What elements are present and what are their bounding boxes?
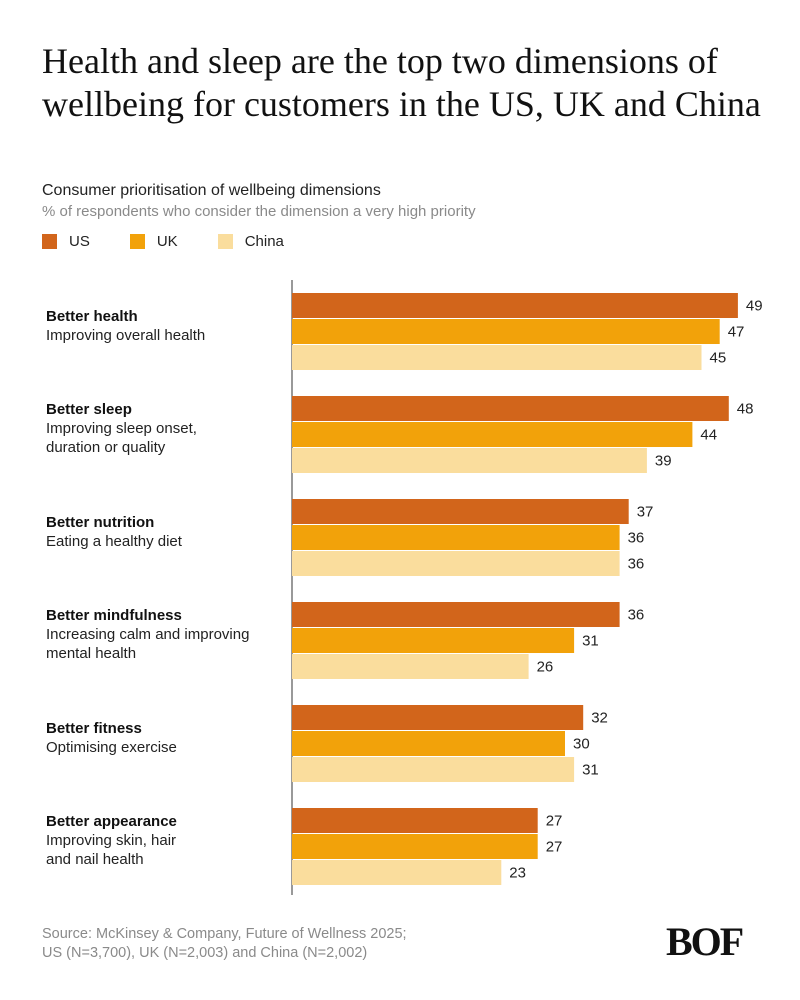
source-note: Source: McKinsey & Company, Future of We… <box>42 925 407 963</box>
value-label-china-3: 26 <box>537 659 554 676</box>
category-name: Better appearance <box>46 813 177 830</box>
value-label-uk-2: 36 <box>628 530 645 547</box>
bar-us-4 <box>292 705 584 730</box>
source-line-1: Source: McKinsey & Company, Future of We… <box>42 926 407 942</box>
value-label-uk-5: 27 <box>546 839 563 856</box>
bar-china-2 <box>292 551 620 576</box>
category-name: Better nutrition <box>46 513 155 531</box>
bar-us-0 <box>292 293 738 318</box>
category-label-3: Better mindfulness Increasing calm and im… <box>46 606 286 663</box>
value-label-uk-3: 31 <box>582 633 599 650</box>
bar-china-3 <box>292 654 529 679</box>
bar-us-2 <box>292 499 629 524</box>
bar-china-5 <box>292 860 502 885</box>
legend-swatch-china <box>217 234 233 249</box>
legend-label-uk: UK <box>156 233 178 250</box>
value-label-china-5: 23 <box>509 865 526 882</box>
chart-title: Health and sleep are the top two dimensi… <box>42 41 761 124</box>
category-label-0: Better health Improving overall health <box>46 307 286 345</box>
bar-uk-3 <box>292 628 575 653</box>
category-name: Better mindfulness <box>46 607 182 624</box>
category-label-2: Better nutrition Eating a healthy diet <box>46 513 286 551</box>
legend-item-us: US <box>42 233 90 250</box>
category-name: Better sleep <box>46 401 132 418</box>
category-label-1: Better sleep Improving sleep onset, durati… <box>46 400 286 457</box>
chart-subtitle: Consumer prioritisation of wellbeing dim… <box>42 182 381 199</box>
category-description: mental health <box>46 645 137 662</box>
value-label-us-5: 27 <box>546 813 563 830</box>
bar-uk-4 <box>292 731 565 756</box>
bar-us-1 <box>292 396 729 421</box>
bar-us-3 <box>292 602 620 627</box>
legend-label-us: US <box>69 233 90 250</box>
legend-item-uk: UK <box>129 233 178 250</box>
category-label-5: Better appearance Improving skin, hair and… <box>46 812 286 869</box>
bar-uk-5 <box>292 834 538 859</box>
legend: US UK China <box>42 233 324 250</box>
category-description: and nail health <box>46 851 144 868</box>
value-label-us-3: 36 <box>628 607 645 624</box>
legend-swatch-uk <box>129 234 145 249</box>
legend-swatch-us <box>42 234 57 249</box>
category-description: Increasing calm and improving <box>46 626 250 643</box>
legend-item-china: China <box>217 233 284 250</box>
chart-note: % of respondents who consider the dimens… <box>42 203 476 220</box>
value-label-china-0: 45 <box>710 350 727 367</box>
value-label-uk-0: 47 <box>728 324 745 341</box>
bar-uk-0 <box>292 319 720 344</box>
category-description: Improving skin, hair <box>46 832 177 849</box>
value-label-china-2: 36 <box>628 556 645 573</box>
category-description: Optimising exercise <box>46 738 177 756</box>
bar-uk-1 <box>292 422 693 447</box>
legend-label-china: China <box>244 233 284 250</box>
bar-uk-2 <box>292 525 620 550</box>
category-name: Better health <box>46 307 138 325</box>
category-description: Eating a healthy diet <box>46 532 182 550</box>
category-description: Improving sleep onset, <box>46 420 197 437</box>
value-label-uk-1: 44 <box>700 427 717 444</box>
value-label-uk-4: 30 <box>573 736 590 753</box>
bar-china-0 <box>292 345 702 370</box>
value-label-us-2: 37 <box>637 504 654 521</box>
bar-china-4 <box>292 757 575 782</box>
value-label-china-4: 31 <box>582 762 599 779</box>
bar-china-1 <box>292 448 647 473</box>
value-label-china-1: 39 <box>655 453 672 470</box>
bar-us-5 <box>292 808 538 833</box>
category-description: duration or quality <box>46 439 166 456</box>
value-label-us-1: 48 <box>737 401 754 418</box>
category-name: Better fitness <box>46 719 142 737</box>
bof-logo: BOF <box>666 919 744 964</box>
category-label-4: Better fitness Optimising exercise <box>46 719 286 757</box>
value-label-us-0: 49 <box>746 298 763 315</box>
category-description: Improving overall health <box>46 326 206 344</box>
source-line-2: US (N=3,700), UK (N=2,003) and China (N=… <box>42 945 368 961</box>
value-label-us-4: 32 <box>591 710 608 727</box>
